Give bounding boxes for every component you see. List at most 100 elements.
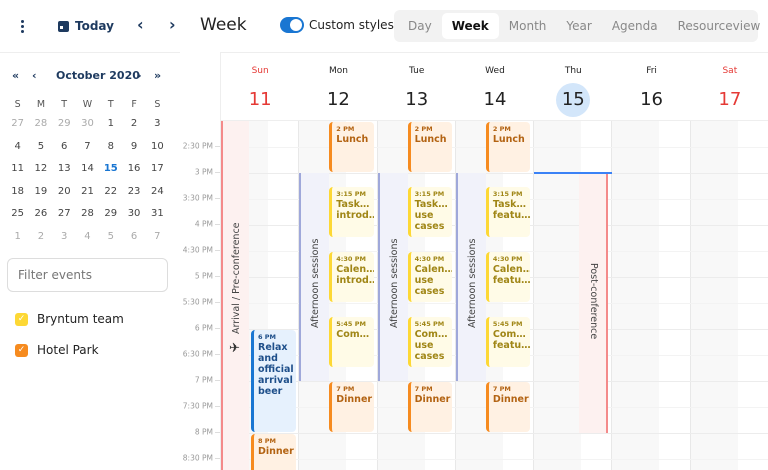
mini-calendar-day[interactable]: 22 [104,185,118,197]
calendar-event[interactable]: 6 PM Relax and official arrival beer [251,330,297,432]
mini-calendar-day[interactable]: 1 [107,118,114,129]
day-date[interactable]: 16 [640,89,664,110]
day-header-sun[interactable]: Sun 11 [221,53,299,121]
calendar-event[interactable]: 2 PM Lunch [329,122,374,172]
mini-calendar-day[interactable]: 1 [14,230,21,242]
mini-calendar-day[interactable]: 3 [154,118,161,129]
mini-calendar-day[interactable]: 2 [37,230,45,242]
mini-calendar-day[interactable]: 14 [81,163,94,175]
mini-calendar-day[interactable]: 24 [150,185,164,197]
next-year-button[interactable]: » [154,69,162,82]
background-event[interactable]: Arrival / Pre-conference ✈ [221,121,249,470]
day-date[interactable]: 17 [718,89,742,110]
calendar-event[interactable]: 2 PM Lunch [407,122,452,172]
mini-calendar-day[interactable]: 25 [11,208,24,220]
calendar-filter-hotel-park[interactable]: ✓ Hotel Park [15,343,99,357]
calendar-event[interactable]: 5:45 PM Com… featu… [485,317,531,367]
week-grid[interactable]: Arrival / Pre-conference ✈ Afternoon sessi… [220,120,768,470]
mini-calendar-day[interactable]: 30 [127,208,141,220]
tab-day[interactable]: Day [408,19,432,33]
mini-calendar-day[interactable]: 18 [11,185,24,197]
mini-calendar-day[interactable]: 11 [11,163,24,175]
calendar-event[interactable]: 7 PM Dinner [329,382,374,432]
prev-year-button[interactable]: « [12,69,20,82]
day-date[interactable]: 11 [248,89,272,110]
mini-calendar-day[interactable]: 7 [154,230,161,242]
filter-events-input[interactable] [7,258,168,292]
mini-calendar-day[interactable]: 27 [11,118,24,129]
mini-calendar-day[interactable]: 27 [57,208,71,220]
mini-calendar-day[interactable]: 7 [84,140,91,152]
mini-calendar-day[interactable]: 23 [127,185,141,197]
background-event[interactable]: Afternoon sessions [455,173,486,381]
mini-calendar-day[interactable]: 8 [107,140,114,152]
checkbox-checked-icon[interactable]: ✓ [15,343,28,357]
calendar-event[interactable]: 7 PM Dinner [485,382,531,432]
day-header-mon[interactable]: Mon 12 [299,53,377,121]
calendar-event[interactable]: 5:45 PM Com… use cases [407,317,452,367]
mini-calendar-day[interactable]: 2 [130,118,138,129]
mini-calendar-day[interactable]: 3 [61,230,68,242]
today-button[interactable]: Today [58,16,114,36]
mini-calendar-day[interactable]: 4 [84,230,91,242]
chevron-right-icon[interactable]: › [169,15,176,34]
mini-calendar-day[interactable]: 31 [150,208,164,220]
day-column[interactable] [534,121,613,470]
mini-calendar-day[interactable]: 16 [127,163,141,175]
tab-agenda[interactable]: Agenda [611,19,658,33]
custom-styles-toggle[interactable] [280,17,304,33]
day-date[interactable]: 12 [326,89,350,110]
calendar-event[interactable]: 4:30 PM Calen… featu… [485,252,531,302]
prev-month-button[interactable]: ‹ [32,69,37,82]
tab-week[interactable]: Week [441,13,499,39]
mini-calendar-day[interactable]: 29 [104,208,118,220]
background-event[interactable]: Afternoon sessions [377,173,408,381]
mini-calendar-day[interactable]: 12 [34,163,48,175]
day-header-tue[interactable]: Tue 13 [378,53,456,121]
day-header-wed[interactable]: Wed 14 [456,53,534,121]
mini-calendar-day[interactable]: 4 [14,140,21,152]
mini-calendar-day[interactable]: 17 [150,163,164,175]
background-event[interactable]: Afternoon sessions [299,173,330,381]
mini-calendar-day[interactable]: 26 [34,208,48,220]
next-month-button[interactable]: › [137,69,142,82]
day-date[interactable]: 13 [405,89,429,110]
mini-calendar-day[interactable]: 30 [81,118,94,129]
calendar-event[interactable]: 2 PM Lunch [485,122,531,172]
calendar-event[interactable]: 3:15 PM Task… use cases [407,187,452,237]
mini-calendar-day[interactable]: 9 [130,140,138,152]
calendar-event[interactable]: 7 PM Dinner [407,382,452,432]
day-header-fri[interactable]: Fri 16 [612,53,690,121]
calendar-event[interactable]: 5:45 PM Com… [329,317,374,367]
mini-calendar-day[interactable]: 10 [150,140,164,152]
day-header-sat[interactable]: Sat 17 [691,53,768,121]
checkbox-checked-icon[interactable]: ✓ [15,312,28,326]
day-column[interactable] [612,121,691,470]
calendar-filter-bryntum-team[interactable]: ✓ Bryntum team [15,312,124,326]
tab-resourceview[interactable]: Resourceview [677,19,761,33]
day-header-thu[interactable]: Thu 15 [534,53,612,121]
mini-calendar-day[interactable]: 28 [34,118,48,129]
day-date[interactable]: 14 [483,89,507,110]
mini-calendar-day[interactable]: 5 [107,230,114,242]
chevron-left-icon[interactable]: ‹ [137,15,144,34]
mini-calendar-day[interactable]: 6 [130,230,138,242]
tab-month[interactable]: Month [508,19,547,33]
mini-calendar-day[interactable]: 19 [34,185,48,197]
mini-calendar-day[interactable]: 6 [61,140,68,152]
mini-calendar-day[interactable]: 28 [81,208,94,220]
vertical-ellipsis-icon[interactable] [16,17,28,35]
day-date[interactable]: 15 [556,83,591,117]
calendar-event[interactable]: 3:15 PM Task… featu… [485,187,531,237]
mini-calendar-day[interactable]: 29 [57,118,71,129]
tab-year[interactable]: Year [566,19,592,33]
day-column[interactable] [690,121,768,470]
mini-calendar-day[interactable]: 13 [57,163,71,175]
mini-calendar-day-selected[interactable]: 15 [99,158,122,181]
mini-calendar-day[interactable]: 20 [57,185,71,197]
mini-calendar-day[interactable]: 5 [37,140,45,152]
mini-calendar-day[interactable]: 21 [81,185,94,197]
calendar-event[interactable]: 4:30 PM Calen… use cases [407,252,452,302]
